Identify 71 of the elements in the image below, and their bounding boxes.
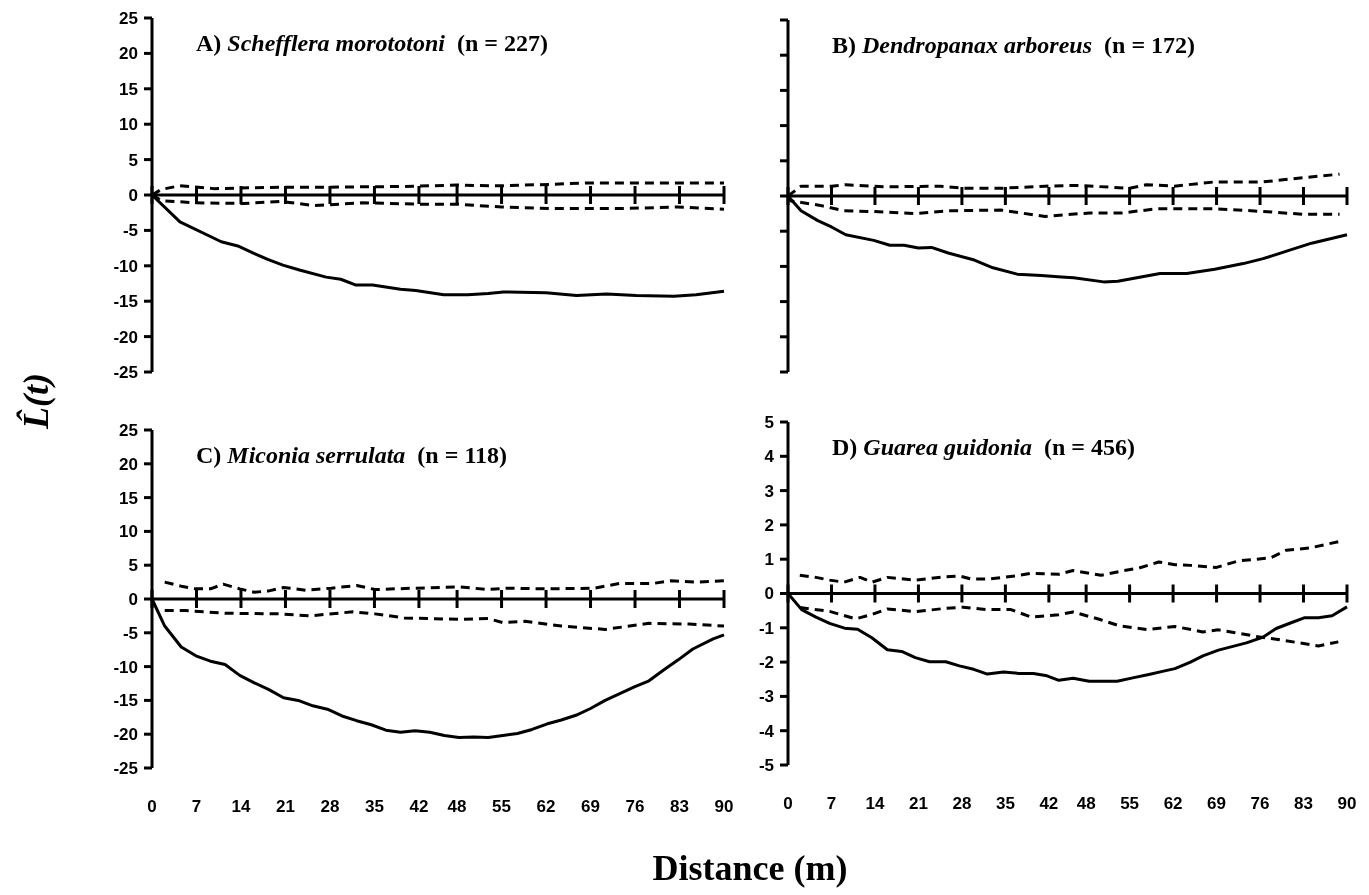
y-tick-label: 15 — [119, 79, 138, 99]
y-tick-label: 3 — [764, 481, 774, 501]
y-tick-label: 5 — [128, 150, 138, 170]
x-tick-label: 55 — [1120, 794, 1140, 813]
text: C) Miconia serrulata (n = 118) — [196, 442, 508, 468]
y-tick-label: 4 — [764, 447, 775, 467]
y-tick-label: 5 — [764, 412, 774, 432]
x-tick-label: 14 — [865, 794, 885, 813]
x-tick-label: 76 — [1250, 794, 1270, 813]
x-tick-label: 28 — [320, 797, 340, 816]
line-series — [798, 540, 1340, 584]
y-tick-label: -20 — [113, 725, 138, 745]
y-tick-label: -5 — [758, 755, 774, 775]
x-tick-label: 7 — [191, 797, 202, 816]
line-series — [163, 608, 726, 631]
y-tick-label: -10 — [113, 256, 138, 276]
x-tick-label: 55 — [492, 797, 512, 816]
x-tick-label: 42 — [409, 797, 429, 816]
y-tick-label: -5 — [122, 623, 138, 643]
text: B) Dendropanax arboreus (n = 172) — [832, 32, 1196, 58]
x-tick-label: 28 — [952, 794, 972, 813]
y-tick-label: -25 — [113, 758, 138, 778]
x-tick-label: 69 — [1207, 794, 1227, 813]
y-tick-label: -10 — [113, 657, 138, 677]
text: A) Schefflera morototoni (n = 227) — [196, 30, 548, 56]
x-tick-label: 48 — [447, 797, 467, 816]
x-tick-label: 35 — [364, 797, 384, 816]
x-tick-label: 0 — [783, 794, 793, 813]
y-tick-label: 0 — [128, 185, 138, 205]
y-tick-label: 10 — [119, 115, 138, 135]
y-tick-label: 2 — [764, 515, 774, 535]
text: D) Guarea guidonia (n = 456) — [832, 434, 1136, 460]
x-tick-label: 42 — [1039, 794, 1059, 813]
x-tick-label: 62 — [1163, 794, 1183, 813]
y-tick-label: -2 — [758, 653, 774, 673]
x-tick-label: 21 — [276, 797, 295, 816]
x-tick-label: 0 — [147, 797, 157, 816]
y-tick-label: -15 — [113, 691, 138, 711]
y-tick-label: -15 — [113, 292, 138, 312]
x-tick-label: 69 — [581, 797, 600, 816]
y-tick-label: 25 — [119, 420, 138, 440]
x-tick-label: 83 — [1294, 794, 1313, 813]
y-tick-label: 20 — [119, 44, 138, 64]
x-tick-label: 76 — [625, 797, 645, 816]
line-series — [163, 579, 726, 594]
x-tick-label: 7 — [826, 794, 837, 813]
y-tick-label: -20 — [113, 327, 138, 347]
y-tick-label: -1 — [758, 618, 774, 638]
x-tick-label: 90 — [1337, 794, 1357, 813]
x-tick-label: 83 — [670, 797, 689, 816]
y-tick-label: 20 — [119, 454, 138, 474]
x-tick-label: 90 — [714, 797, 734, 816]
x-tick-label: 48 — [1076, 794, 1096, 813]
y-tick-label: -3 — [758, 687, 774, 707]
y-tick-label: 10 — [119, 522, 138, 542]
y-tick-label: 5 — [128, 556, 138, 576]
y-axis-title: L̂(t) — [16, 373, 56, 430]
line-series — [798, 605, 1340, 648]
y-tick-label: -25 — [113, 362, 138, 382]
x-axis-title: Distance (m) — [652, 848, 848, 888]
y-tick-label: -5 — [122, 221, 138, 241]
y-tick-label: 25 — [119, 8, 138, 28]
y-tick-label: 15 — [119, 488, 138, 508]
x-tick-label: 62 — [536, 797, 556, 816]
x-tick-label: 35 — [995, 794, 1015, 813]
x-tick-label: 14 — [231, 797, 251, 816]
y-tick-label: 0 — [128, 589, 138, 609]
y-tick-label: -4 — [758, 721, 775, 741]
x-tick-label: 21 — [908, 794, 928, 813]
y-tick-label: 1 — [764, 550, 774, 570]
y-tick-label: 0 — [764, 584, 774, 604]
